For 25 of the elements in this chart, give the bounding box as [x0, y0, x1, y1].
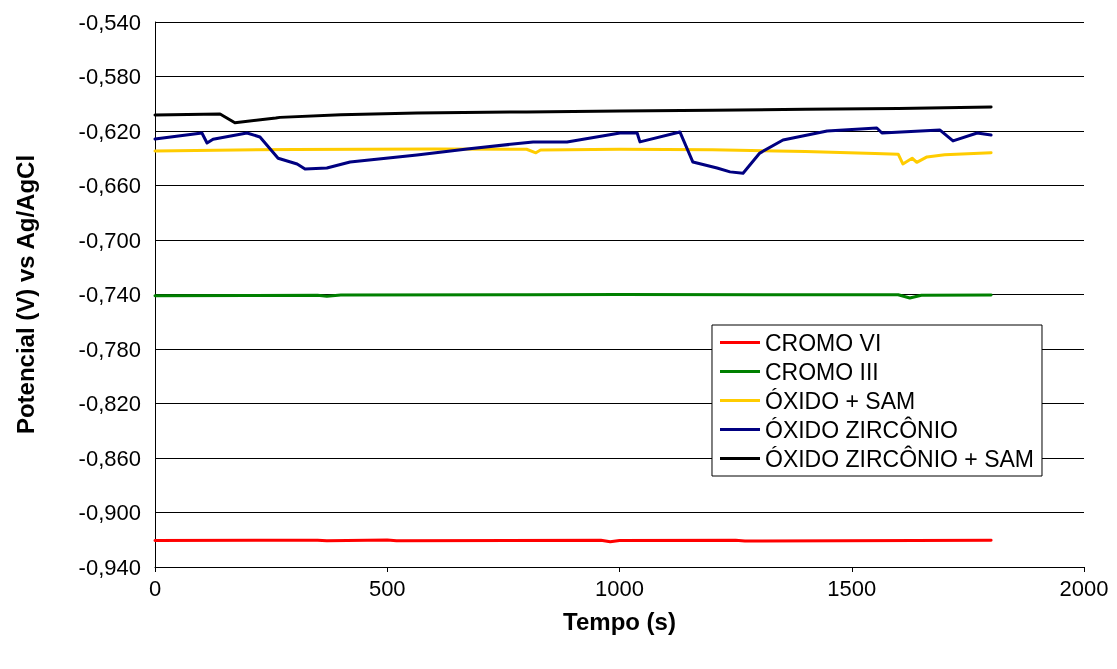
legend-label: CROMO III — [765, 358, 879, 385]
line-series — [153, 147, 993, 166]
y-tick-label: -0,860 — [78, 445, 141, 471]
legend-label: ÓXIDO + SAM — [765, 387, 916, 414]
y-tick-label: -0,780 — [78, 336, 141, 362]
y-axis-title: Potencial (V) vs Ag/AgCl — [11, 154, 39, 435]
y-tick-label: -0,940 — [78, 554, 141, 580]
y-tick-label: -0,540 — [78, 9, 141, 35]
x-tick-label: 1000 — [595, 575, 644, 601]
y-tick-label: -0,620 — [78, 118, 141, 144]
y-tick-label: -0,580 — [78, 64, 141, 89]
legend-label: ÓXIDO ZIRCÔNIO + SAM — [765, 444, 1035, 472]
legend-label: ÓXIDO ZIRCÔNIO — [765, 415, 958, 443]
x-axis-title: Tempo (s) — [563, 607, 676, 635]
x-tick-label: 500 — [368, 575, 406, 601]
legend-label: CROMO VI — [765, 329, 882, 356]
x-tick-label: 1500 — [827, 575, 877, 601]
x-tick-label: 0 — [148, 575, 162, 601]
y-tick-label: -0,660 — [78, 173, 141, 198]
y-tick-label: -0,700 — [78, 227, 141, 253]
line-series — [153, 126, 993, 175]
y-tick-label: -0,820 — [78, 391, 141, 416]
y-tick-label: -0,900 — [78, 500, 141, 525]
x-tick-label: 2000 — [1059, 575, 1109, 601]
y-tick-label: -0,740 — [78, 282, 141, 307]
